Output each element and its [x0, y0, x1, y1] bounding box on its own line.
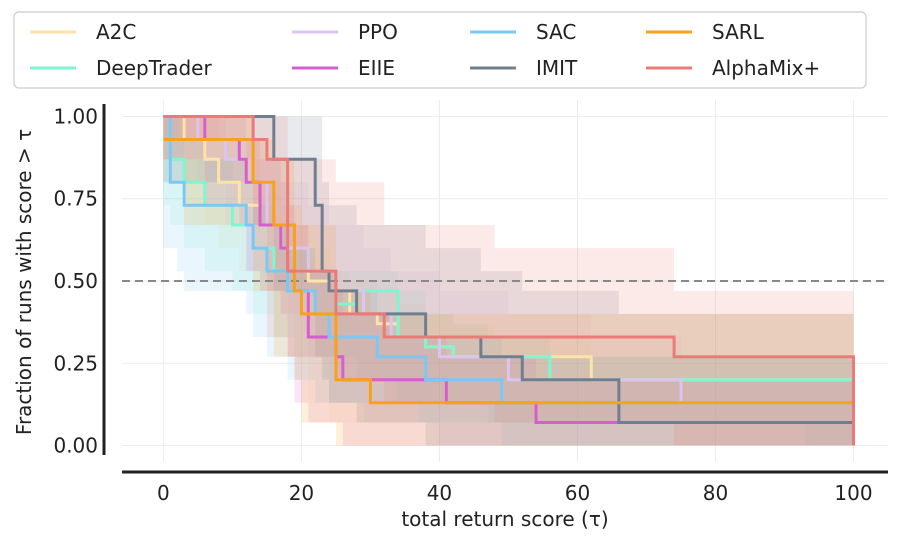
legend-label-imit: IMIT	[536, 56, 578, 80]
legend-label-deeptrader: DeepTrader	[96, 56, 212, 80]
x-tick-label: 0	[157, 481, 170, 505]
y-tick-label: 1.00	[53, 104, 98, 128]
x-tick-label: 100	[834, 481, 872, 505]
series-line-sarl	[163, 137, 855, 446]
x-tick-label: 60	[565, 481, 590, 505]
tick-labels: 0 20 40 60 80 100 0.00 0.25 0.50 0.75 1.00	[53, 104, 872, 505]
x-tick-label: 80	[703, 481, 728, 505]
y-tick-label: 0.75	[53, 187, 98, 211]
y-axis-label: Fraction of runs with score > τ	[12, 129, 36, 435]
x-tick-label: 40	[427, 481, 452, 505]
x-tick-label: 20	[289, 481, 314, 505]
x-axis-label: total return score (τ)	[401, 507, 608, 531]
band-deeptrader	[163, 116, 854, 446]
legend-label-a2c: A2C	[96, 20, 136, 44]
axes	[102, 104, 888, 474]
legend-label-alphamix: AlphaMix+	[712, 56, 820, 80]
y-tick-label: 0.25	[53, 351, 98, 375]
series-lines	[163, 114, 855, 446]
series-line-imit	[163, 114, 855, 446]
legend-label-sac: SAC	[536, 20, 576, 44]
legend-label-ppo: PPO	[358, 20, 398, 44]
y-tick-label: 0.00	[53, 434, 98, 458]
series-line-alphamix	[163, 114, 855, 446]
legend: A2C DeepTrader PPO EIIE SAC IMIT SARL AlphaMix+	[13, 11, 867, 89]
legend-label-eiie: EIIE	[358, 56, 395, 80]
y-tick-label: 0.50	[53, 269, 98, 293]
legend-label-sarl: SARL	[712, 20, 765, 44]
